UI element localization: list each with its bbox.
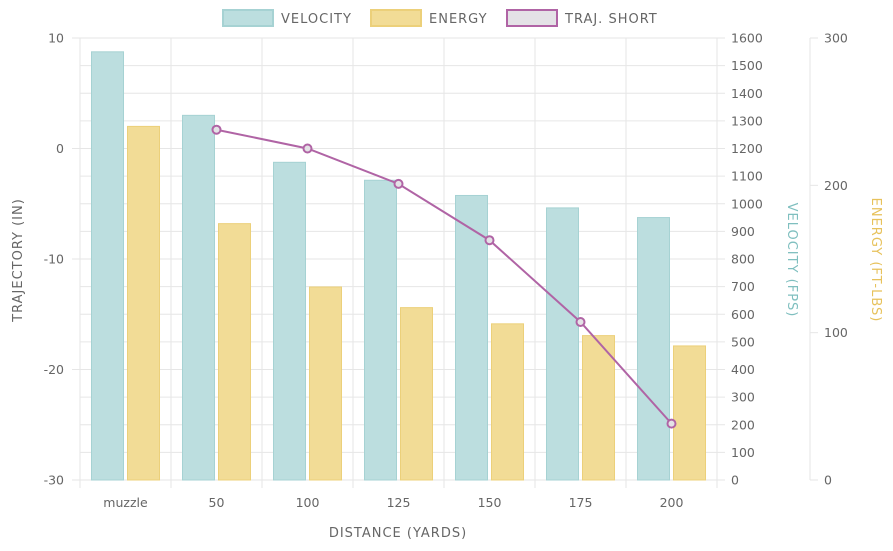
trajectory-point	[302, 143, 313, 154]
velocity-tick-label: 1400	[731, 86, 763, 101]
legend: VELOCITY ENERGY TRAJ. SHORT	[222, 9, 658, 27]
velocity-tick-label: 1600	[731, 31, 763, 46]
velocity-tick-label: 1000	[731, 196, 763, 211]
legend-energy-label[interactable]: ENERGY	[429, 12, 488, 27]
velocity-tick-label: 1300	[731, 113, 763, 128]
velocity-bar	[273, 161, 306, 481]
legend-traj-label[interactable]: TRAJ. SHORT	[564, 12, 658, 27]
energy-tick-label: 0	[824, 473, 832, 488]
energy-tick-label: 300	[824, 31, 848, 46]
energy-tick-label: 100	[824, 325, 848, 340]
legend-traj-swatch[interactable]	[506, 9, 558, 27]
velocity-tick-label: 200	[731, 417, 755, 432]
trajectory-axis-title: TRAJECTORY (IN)	[11, 198, 26, 323]
x-axis-title: DISTANCE (YARDS)	[329, 526, 467, 541]
trajectory-tick-label: -20	[44, 362, 64, 377]
x-tick-label: 50	[209, 495, 225, 510]
velocity-tick-label: 400	[731, 362, 755, 377]
legend-velocity-label[interactable]: VELOCITY	[281, 12, 352, 27]
trajectory-tick-label: 10	[48, 31, 64, 46]
velocity-bar	[546, 207, 579, 481]
velocity-tick-label: 500	[731, 334, 755, 349]
velocity-tick-label: 900	[731, 224, 755, 239]
trajectory-point	[575, 316, 586, 327]
x-tick-label: muzzle	[103, 495, 148, 510]
energy-tick-label: 200	[824, 178, 848, 193]
x-tick-label: 150	[478, 495, 502, 510]
velocity-tick-label: 1500	[731, 58, 763, 73]
velocity-bar	[637, 217, 670, 481]
energy-bar	[582, 335, 615, 481]
trajectory-point	[666, 418, 677, 429]
velocity-bar	[364, 179, 397, 481]
grid	[79, 37, 718, 488]
energy-axis-title: ENERGY (FT-LBS)	[868, 198, 883, 323]
energy-bar	[218, 223, 251, 481]
velocity-tick-label: 600	[731, 307, 755, 322]
velocity-bar	[91, 51, 124, 481]
trajectory-line-layer	[211, 124, 677, 429]
velocity-tick-label: 800	[731, 252, 755, 267]
x-tick-label: 100	[296, 495, 320, 510]
axes: muzzle 50 100 125 150 175 200100-10-20-3016001…	[44, 31, 848, 511]
trajectory-tick-label: -30	[44, 473, 64, 488]
x-tick-label: 200	[660, 495, 684, 510]
trajectory-point	[211, 124, 222, 135]
trajectory-tick-label: -10	[44, 252, 64, 267]
velocity-tick-label: 700	[731, 279, 755, 294]
energy-bar	[400, 307, 433, 481]
velocity-axis-title: VELOCITY (FPS)	[784, 203, 799, 318]
energy-bar	[673, 345, 706, 481]
velocity-tick-label: 100	[731, 445, 755, 460]
trajectory-line	[216, 128, 673, 425]
x-tick-label: 175	[569, 495, 593, 510]
x-tick-label: 125	[387, 495, 411, 510]
velocity-tick-label: 1200	[731, 141, 763, 156]
energy-bar	[309, 286, 342, 481]
velocity-tick-label: 1100	[731, 169, 763, 184]
velocity-tick-label: 300	[731, 390, 755, 405]
bars	[91, 51, 706, 481]
legend-energy-swatch[interactable]	[370, 9, 422, 27]
energy-bar	[127, 125, 160, 481]
velocity-bar	[455, 194, 488, 481]
velocity-tick-label: 0	[731, 473, 739, 488]
energy-bar	[491, 323, 524, 481]
legend-velocity-swatch[interactable]	[222, 9, 274, 27]
trajectory-tick-label: 0	[56, 141, 64, 156]
velocity-bar	[182, 114, 215, 481]
trajectory-point	[484, 235, 495, 246]
trajectory-point	[393, 178, 404, 189]
